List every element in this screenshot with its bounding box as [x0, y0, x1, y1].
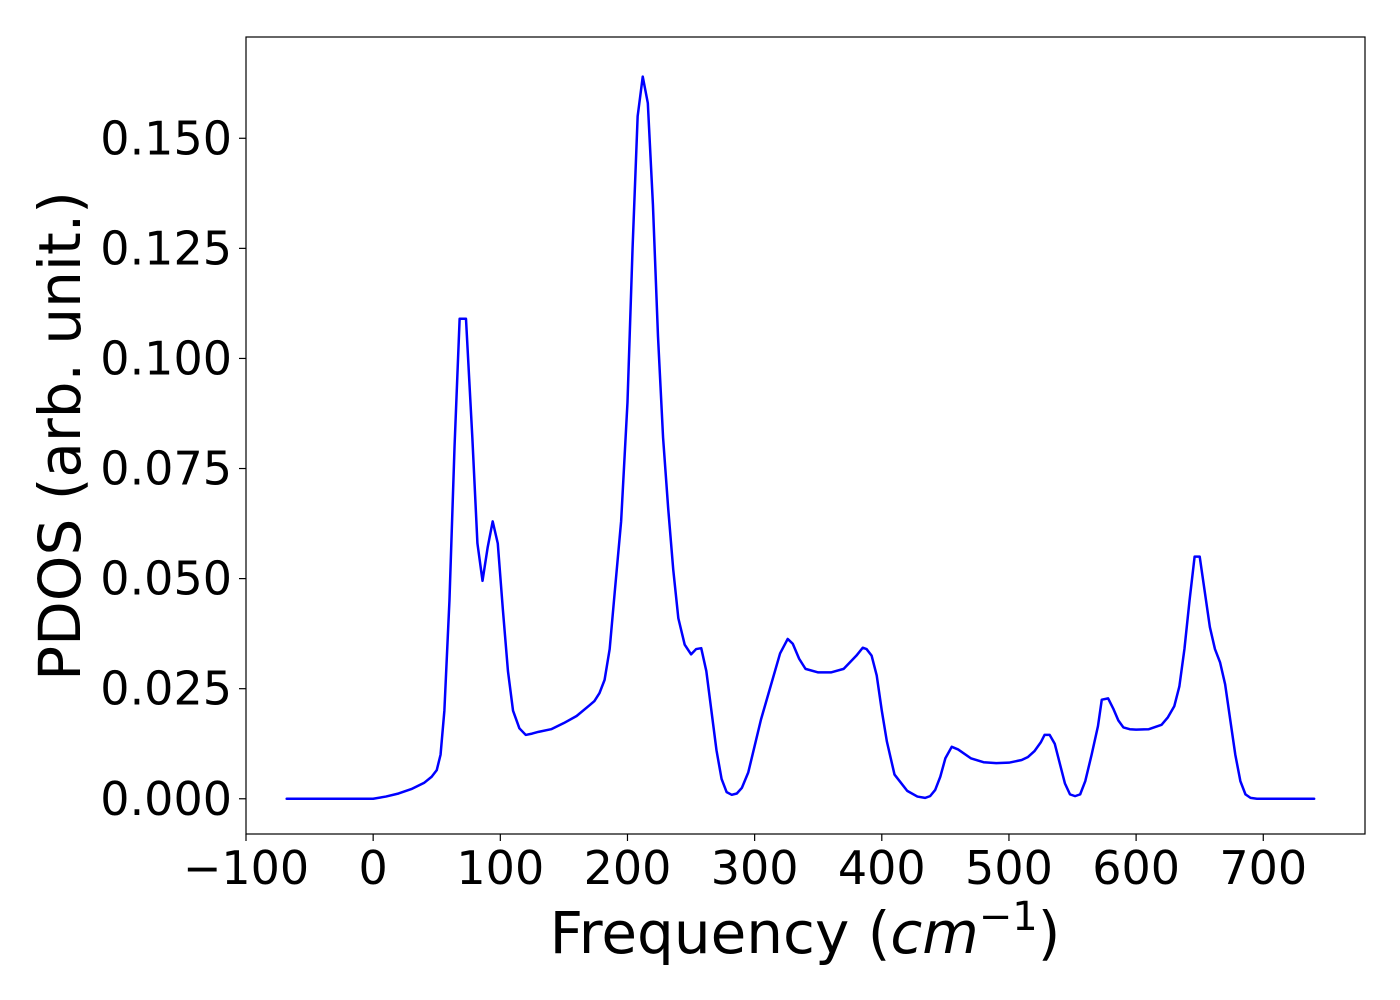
- x-tick-label: 100: [456, 841, 544, 895]
- y-tick-label: 0.075: [100, 442, 232, 496]
- y-axis-ticks: 0.000 0.025 0.050 0.075 0.100 0.125 0.150: [100, 111, 246, 826]
- x-tick-label: 600: [1092, 841, 1180, 895]
- y-tick-label: 0.025: [100, 662, 232, 716]
- x-axis-title: Frequency (cm−1): [550, 894, 1061, 967]
- x-tick-label: −100: [183, 841, 309, 895]
- pdos-series-line: [285, 75, 1316, 801]
- x-tick-label: 0: [359, 841, 388, 895]
- x-tick-label: 700: [1219, 841, 1307, 895]
- plot-frame: [245, 36, 1366, 835]
- x-axis-ticks: −100 0 100 200 300 400 500 600 700: [183, 834, 1307, 895]
- y-axis-title: PDOS (arb. unit.): [26, 191, 94, 681]
- x-tick-label: 500: [965, 841, 1053, 895]
- y-tick-label: 0.050: [100, 552, 232, 606]
- x-tick-label: 200: [584, 841, 672, 895]
- x-tick-label: 400: [838, 841, 926, 895]
- x-tick-label: 300: [711, 841, 799, 895]
- y-tick-label: 0.125: [100, 221, 232, 275]
- y-tick-label: 0.100: [100, 331, 232, 385]
- y-tick-label: 0.150: [100, 111, 232, 165]
- y-tick-label: 0.000: [100, 772, 232, 826]
